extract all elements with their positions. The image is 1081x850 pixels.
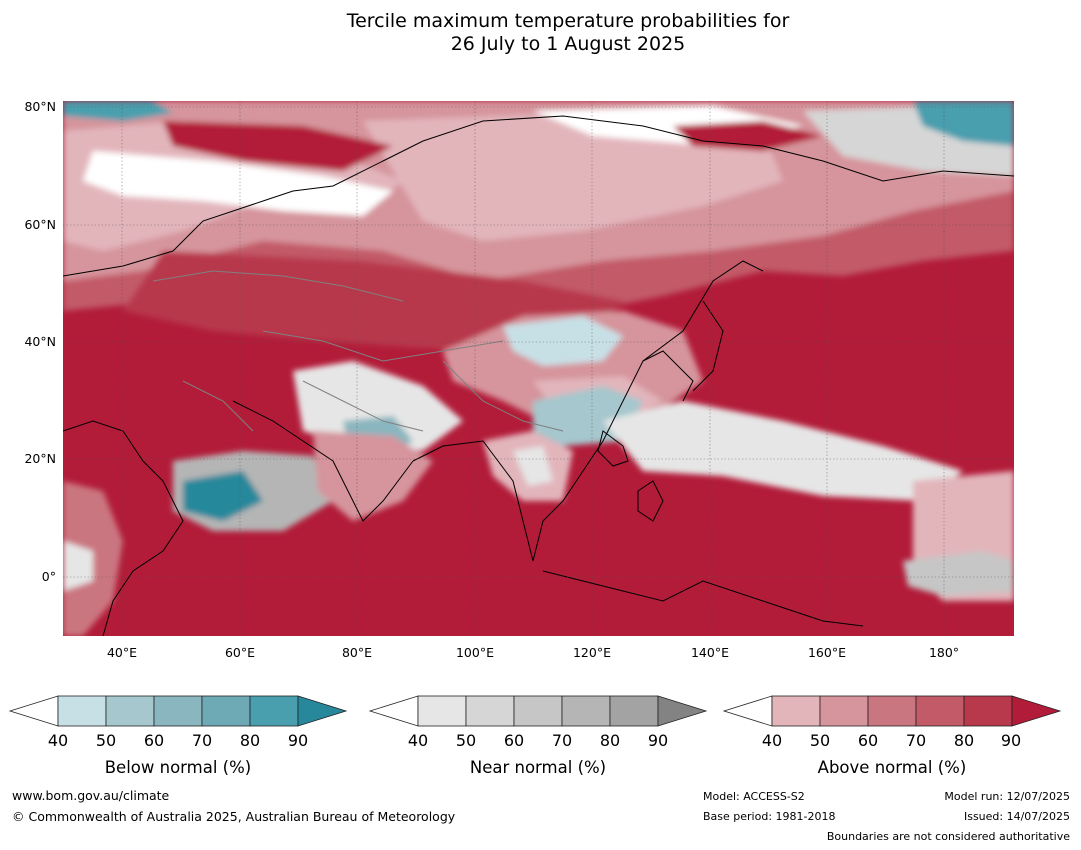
below-ext-high xyxy=(297,695,348,727)
below-tick-60: 60 xyxy=(143,731,165,750)
probability-map xyxy=(63,101,1014,636)
barents-teal xyxy=(63,101,173,121)
near-tick-40: 40 xyxy=(407,731,429,750)
near-bin-1 xyxy=(417,695,467,727)
indochina-grey xyxy=(513,446,553,486)
east-arctic-teal xyxy=(913,101,1014,146)
above-bin-3 xyxy=(867,695,917,727)
colorbar-near-svg xyxy=(368,695,708,727)
colorbar-below-normal xyxy=(8,694,350,732)
above-bin-4 xyxy=(915,695,965,727)
lat-tick-80n: 80°N xyxy=(24,99,56,114)
lat-tick-0: 0° xyxy=(41,569,56,584)
above-bin-2 xyxy=(819,695,869,727)
below-ext-low xyxy=(8,695,59,727)
below-bin-4 xyxy=(201,695,251,727)
above-bin-1 xyxy=(771,695,821,727)
near-tick-70: 70 xyxy=(551,731,573,750)
lon-tick-120e: 120°E xyxy=(572,645,611,660)
east-pacific-grey xyxy=(903,551,1014,596)
arabian-teal xyxy=(183,471,263,521)
near-normal-label: Near normal (%) xyxy=(469,758,607,777)
below-tick-40: 40 xyxy=(47,731,69,750)
east-siberia-red xyxy=(673,121,823,151)
pacific-grey-tongue xyxy=(603,401,963,501)
country-borders xyxy=(152,270,564,432)
below-tick-80: 80 xyxy=(239,731,261,750)
colorbar-near-normal xyxy=(368,694,710,732)
inner-mongolia-blue xyxy=(503,316,623,366)
above-ext-high xyxy=(1011,695,1062,727)
lon-tick-40e: 40°E xyxy=(106,645,138,660)
near-tick-50: 50 xyxy=(455,731,477,750)
colorbar-below-svg xyxy=(8,695,348,727)
above-tick-50: 50 xyxy=(809,731,831,750)
lat-tick-20n: 20°N xyxy=(24,451,56,466)
model-name: Model: ACCESS-S2 xyxy=(703,790,805,803)
near-bin-4 xyxy=(561,695,611,727)
scandinavia-red xyxy=(163,121,393,171)
lon-tick-100e: 100°E xyxy=(455,645,494,660)
below-tick-70: 70 xyxy=(191,731,213,750)
lon-tick-180: 180° xyxy=(928,645,960,660)
above-tick-90: 90 xyxy=(1000,731,1022,750)
near-bin-2 xyxy=(465,695,515,727)
colorbar-above-normal xyxy=(722,694,1064,732)
below-bin-5 xyxy=(249,695,299,727)
above-tick-70: 70 xyxy=(905,731,927,750)
near-bin-5 xyxy=(609,695,659,727)
siberia-pale xyxy=(363,111,783,241)
above-tick-80: 80 xyxy=(953,731,975,750)
lon-tick-60e: 60°E xyxy=(224,645,256,660)
below-bin-1 xyxy=(57,695,107,727)
colorbar-above-svg xyxy=(722,695,1062,727)
title-line-1: Tercile maximum temperature probabilitie… xyxy=(346,10,790,32)
copyright-notice: © Commonwealth of Australia 2025, Austra… xyxy=(12,809,456,824)
near-ext-high xyxy=(657,695,708,727)
map-canvas xyxy=(63,101,1014,636)
below-bin-3 xyxy=(153,695,203,727)
below-normal-label: Below normal (%) xyxy=(104,758,252,777)
above-tick-60: 60 xyxy=(857,731,879,750)
above-tick-40: 40 xyxy=(761,731,783,750)
map-title: Tercile maximum temperature probabilitie… xyxy=(0,10,1081,56)
tibet-grey xyxy=(293,361,463,451)
near-tick-80: 80 xyxy=(599,731,621,750)
lat-tick-60n: 60°N xyxy=(24,217,56,232)
west-siberia-white xyxy=(83,151,393,216)
coastlines xyxy=(63,115,1014,636)
issued-date: Issued: 14/07/2025 xyxy=(963,810,1070,823)
above-bin-5 xyxy=(963,695,1013,727)
below-bin-2 xyxy=(105,695,155,727)
near-ext-low xyxy=(368,695,419,727)
above-normal-label: Above normal (%) xyxy=(817,758,967,777)
website-link[interactable]: www.bom.gov.au/climate xyxy=(12,788,170,803)
title-line-2: 26 July to 1 August 2025 xyxy=(450,33,686,55)
near-tick-60: 60 xyxy=(503,731,525,750)
base-period: Base period: 1981-2018 xyxy=(703,810,836,823)
near-bin-3 xyxy=(513,695,563,727)
near-tick-90: 90 xyxy=(647,731,669,750)
below-tick-50: 50 xyxy=(95,731,117,750)
lon-tick-160e: 160°E xyxy=(807,645,846,660)
boundaries-disclaimer: Boundaries are not considered authoritat… xyxy=(826,830,1070,843)
lat-tick-40n: 40°N xyxy=(24,334,56,349)
africa-grey xyxy=(63,541,93,591)
central-asia-red xyxy=(123,251,623,351)
india-pink xyxy=(313,431,433,521)
lon-tick-140e: 140°E xyxy=(690,645,729,660)
graticule xyxy=(63,101,1014,636)
model-run-date: Model run: 12/07/2025 xyxy=(944,790,1070,803)
lon-tick-80e: 80°E xyxy=(341,645,373,660)
below-tick-90: 90 xyxy=(287,731,309,750)
above-ext-low xyxy=(722,695,773,727)
